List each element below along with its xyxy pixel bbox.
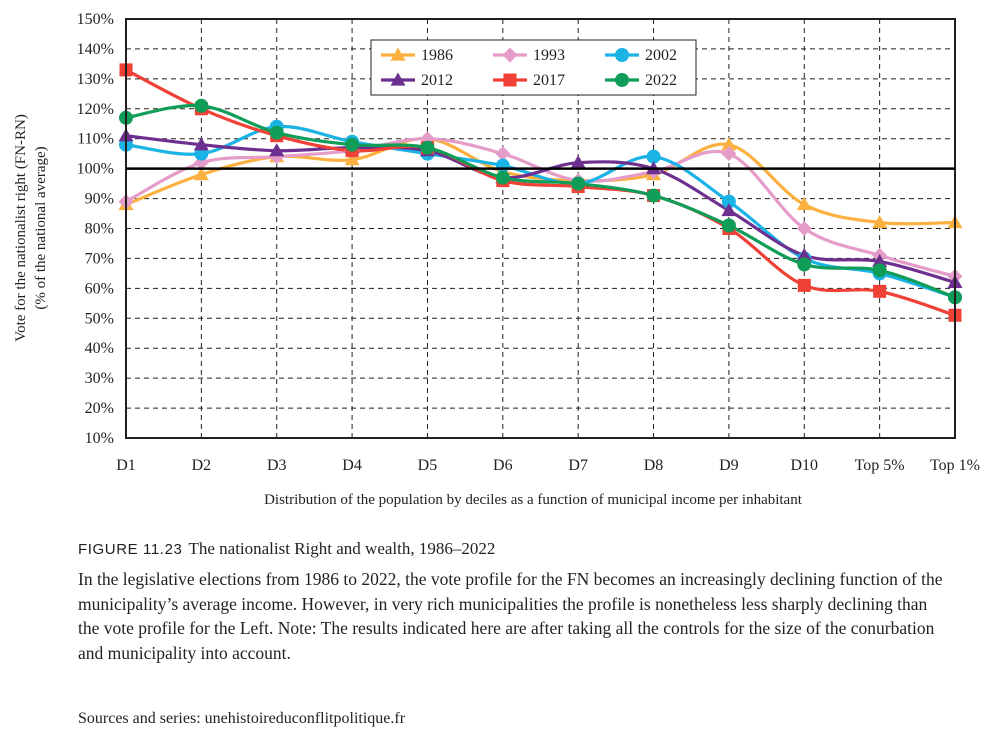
data-point-1993 bbox=[495, 146, 511, 162]
data-point-2022 bbox=[495, 170, 510, 185]
y-tick-label: 90% bbox=[85, 191, 114, 208]
data-point-1986 bbox=[344, 152, 360, 166]
y-tick-label: 40% bbox=[85, 340, 114, 357]
y-tick-label: 110% bbox=[77, 131, 114, 148]
data-point-1986 bbox=[721, 137, 737, 151]
x-tick-label: D3 bbox=[267, 457, 287, 474]
series-markers bbox=[118, 63, 963, 322]
y-tick-label: 30% bbox=[85, 370, 114, 387]
y-tick-label: 20% bbox=[85, 400, 114, 417]
figure-title: FIGURE 11.23 The nationalist Right and we… bbox=[78, 539, 495, 559]
y-tick-label: 10% bbox=[85, 430, 114, 447]
figure-label: FIGURE 11.23 bbox=[78, 541, 183, 558]
legend-label-2017: 2017 bbox=[533, 72, 565, 89]
x-tick-label: D6 bbox=[493, 457, 513, 474]
data-point-2002 bbox=[721, 194, 736, 209]
y-tick-label: 70% bbox=[85, 250, 114, 267]
data-point-1993 bbox=[796, 221, 812, 236]
data-point-2012 bbox=[269, 143, 285, 157]
figure-caption: In the legislative elections from 1986 t… bbox=[78, 569, 943, 663]
x-tick-label: D2 bbox=[192, 457, 212, 474]
legend-box bbox=[370, 39, 697, 96]
legend-label-2002: 2002 bbox=[645, 47, 677, 64]
y-axis-subtitle: (% of the national average) bbox=[33, 146, 49, 309]
y-tick-labels: 10% 20% 30% 40% 50% 60% 70% 80% 90% 100% 110% 120% 1… bbox=[77, 11, 114, 447]
data-point-2022 bbox=[194, 98, 209, 113]
legend-label-2022: 2022 bbox=[645, 72, 677, 89]
legend-marker-1993 bbox=[502, 47, 518, 63]
data-point-2012 bbox=[872, 253, 888, 268]
series-line-2017 bbox=[125, 68, 956, 317]
data-point-2012 bbox=[193, 137, 209, 151]
y-tick-label: 60% bbox=[85, 280, 114, 297]
y-tick-label: 130% bbox=[77, 71, 114, 88]
series-line-2002 bbox=[125, 124, 956, 299]
x-tick-label: D10 bbox=[790, 457, 818, 474]
x-tick-label: D7 bbox=[568, 457, 588, 474]
figure-title-text: The nationalist Right and wealth, 1986–2… bbox=[188, 539, 496, 558]
data-point-1986 bbox=[796, 197, 812, 211]
y-tick-label: 120% bbox=[77, 101, 114, 118]
series-lines bbox=[125, 68, 956, 317]
x-tick-labels: D1 D2 D3 D4 D5 D6 D7 D8 D9 D10 Top 5% Top 1% bbox=[116, 457, 980, 474]
data-point-2012 bbox=[721, 203, 737, 217]
data-point-2022 bbox=[420, 140, 435, 155]
data-point-1986 bbox=[193, 167, 209, 181]
chart: 10% 20% 30% 40% 50% 60% 70% 80% 90% 100% 110% 120% 1… bbox=[13, 11, 980, 508]
y-tick-label: 100% bbox=[77, 161, 114, 178]
data-point-2022 bbox=[797, 257, 812, 272]
data-point-1986 bbox=[872, 215, 888, 229]
x-tick-label: D4 bbox=[342, 457, 362, 474]
data-point-1993 bbox=[721, 146, 737, 162]
data-point-2017 bbox=[797, 278, 811, 292]
data-point-2022 bbox=[721, 218, 736, 233]
y-tick-label: 140% bbox=[77, 41, 114, 58]
y-tick-label: 50% bbox=[85, 310, 114, 327]
data-point-2022 bbox=[269, 125, 284, 140]
data-point-2012 bbox=[570, 155, 586, 169]
plot-frame bbox=[125, 18, 956, 439]
legend: 1986 1993 2002 2012 2017 2022 bbox=[370, 39, 697, 96]
x-tick-label: D8 bbox=[644, 457, 664, 474]
data-point-2002 bbox=[646, 149, 661, 164]
legend-marker-2022 bbox=[615, 73, 629, 87]
legend-label-2012: 2012 bbox=[421, 72, 453, 89]
legend-marker-1986 bbox=[390, 47, 406, 61]
x-tick-label: D1 bbox=[116, 457, 136, 474]
y-tick-label: 150% bbox=[77, 11, 114, 28]
data-point-2022 bbox=[345, 137, 360, 152]
x-tick-label: D9 bbox=[719, 457, 739, 474]
x-tick-label: Top 5% bbox=[855, 457, 905, 474]
legend-label-1993: 1993 bbox=[533, 47, 565, 64]
x-axis-title: Distribution of the population by decile… bbox=[264, 492, 803, 508]
data-point-2012 bbox=[796, 247, 812, 262]
x-tick-label: D5 bbox=[418, 457, 438, 474]
data-point-2022 bbox=[646, 188, 661, 203]
legend-label-1986: 1986 bbox=[421, 47, 453, 64]
data-point-2017 bbox=[873, 284, 887, 298]
figure-sources: Sources and series: unehistoireduconflit… bbox=[78, 710, 406, 727]
series-line-1993 bbox=[125, 137, 956, 278]
data-point-2022 bbox=[872, 263, 887, 278]
legend-marker-2002 bbox=[615, 48, 629, 62]
y-tick-label: 80% bbox=[85, 221, 114, 238]
data-point-2022 bbox=[571, 176, 586, 191]
legend-marker-2017 bbox=[503, 73, 517, 87]
y-axis-title: Vote for the nationalist right (FN-RN) bbox=[13, 114, 29, 342]
legend-marker-2012 bbox=[390, 72, 406, 86]
x-tick-label: Top 1% bbox=[930, 457, 980, 474]
